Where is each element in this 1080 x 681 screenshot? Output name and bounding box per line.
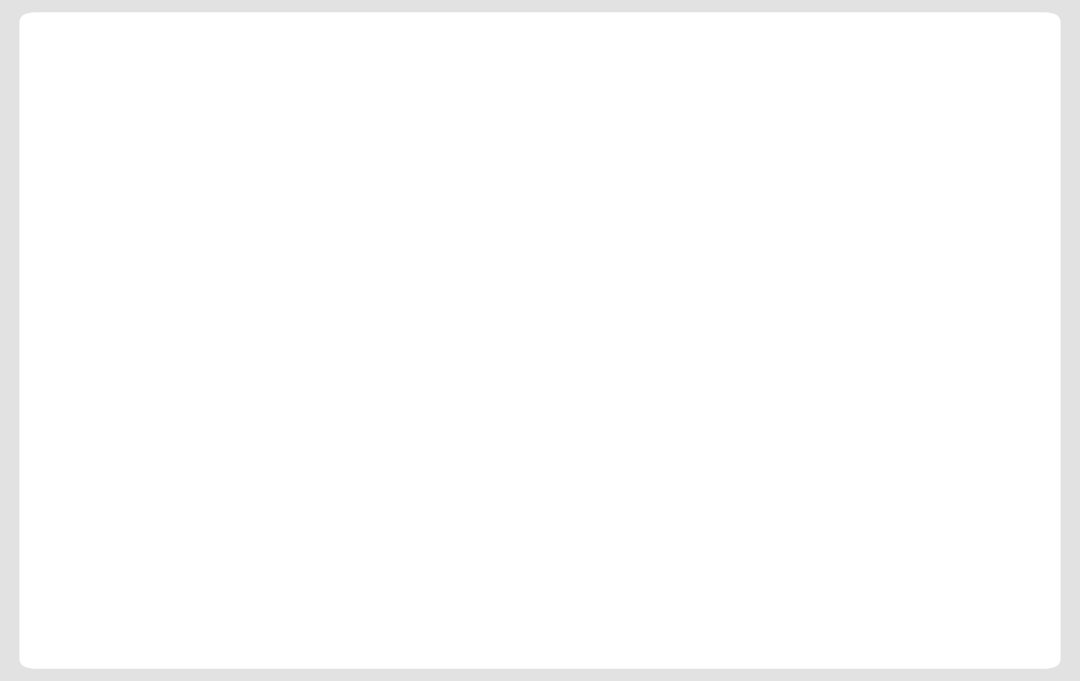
Text: c) d=1.74 m, b=10.12m: c) d=1.74 m, b=10.12m xyxy=(160,577,499,606)
Text: carry a discharge of 15 m3/sec, side slope (1/4H: 1/2V),: carry a discharge of 15 m3/sec, side slo… xyxy=(92,139,866,168)
Text: *: * xyxy=(491,193,505,222)
Text: 2) Design an irrigation channel by Kennedy's theory to: 2) Design an irrigation channel by Kenne… xyxy=(92,84,851,113)
Text: a) d=1.74 m, b=8.12m: a) d=1.74 m, b=8.12m xyxy=(160,484,483,512)
Text: n =0.0225 and S=1 in 5000.: n =0.0225 and S=1 in 5000. xyxy=(92,193,499,222)
Text: d) Otherwise: d) Otherwise xyxy=(160,390,338,418)
Text: b) d=1.5 m, b=10.12m: b) d=1.5 m, b=10.12m xyxy=(160,296,484,324)
